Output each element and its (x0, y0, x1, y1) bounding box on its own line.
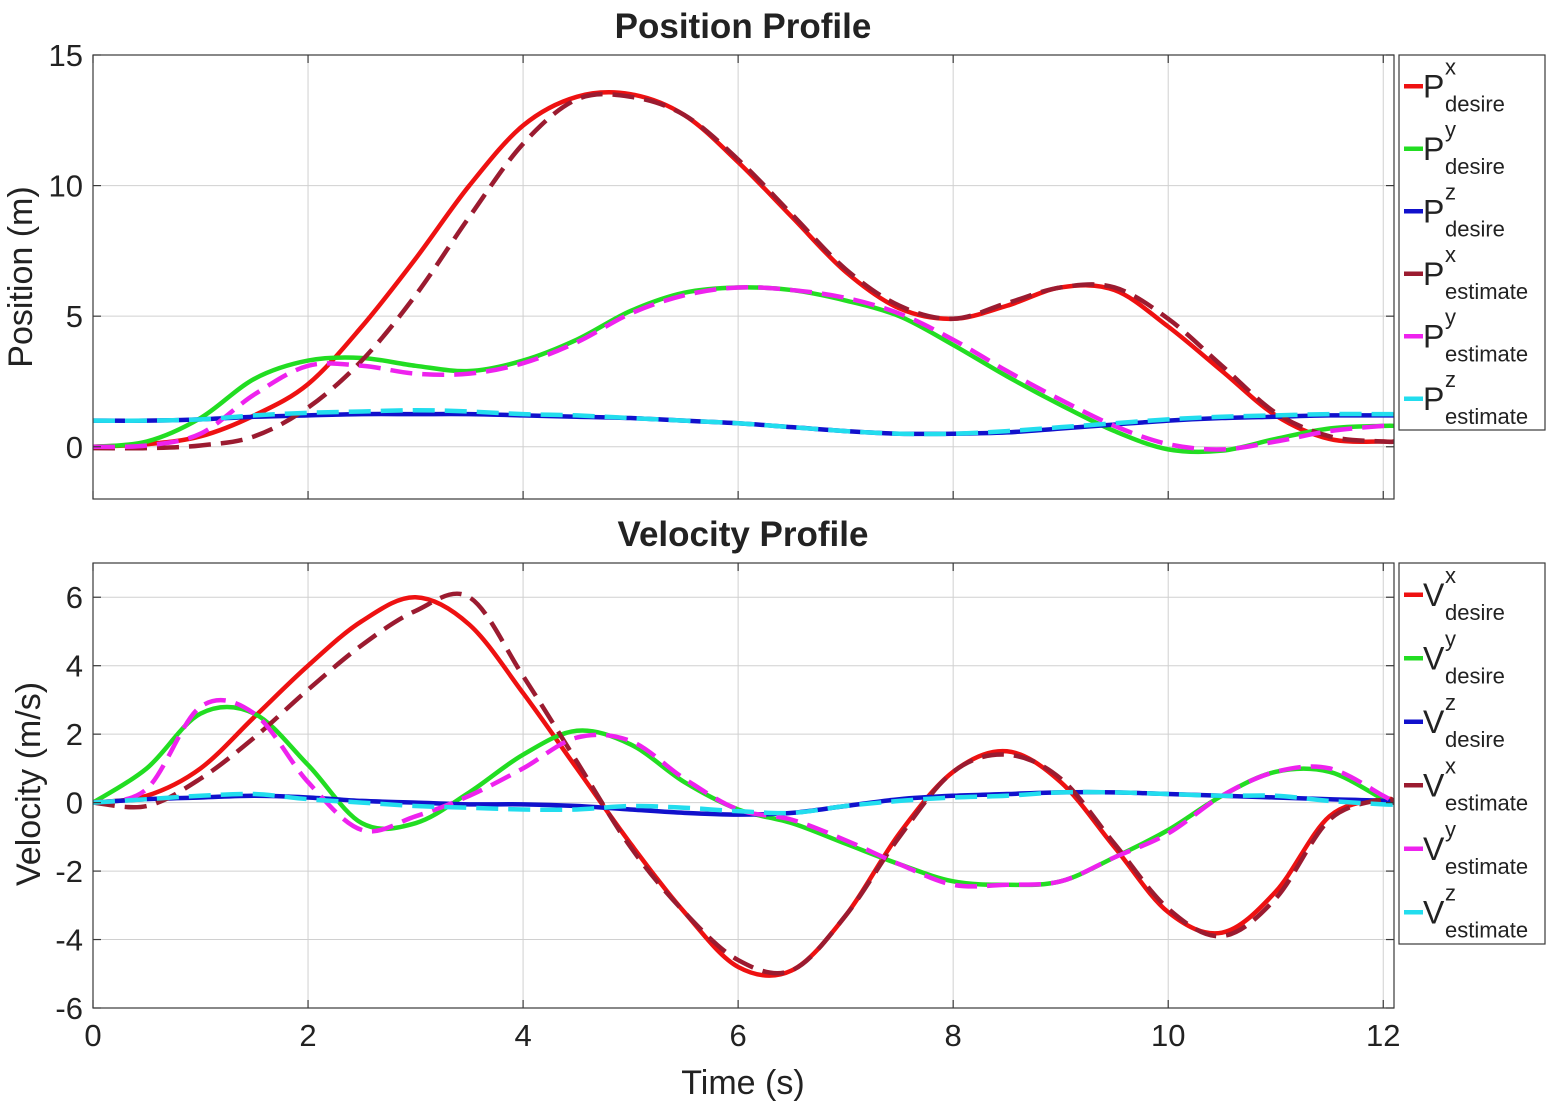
velocity-legend-sup: z (1445, 880, 1456, 905)
position-ytick-label: 5 (66, 299, 83, 334)
position-legend-label: P (1423, 256, 1444, 292)
position-legend-label: P (1423, 381, 1444, 417)
position-title: Position Profile (615, 7, 872, 46)
position-legend-label: P (1423, 193, 1444, 229)
position-legend-sub: estimate (1445, 341, 1528, 366)
velocity-ytick-label: 0 (66, 786, 83, 821)
position-legend-sub: estimate (1445, 279, 1528, 304)
velocity-ytick-label: 6 (66, 580, 83, 615)
velocity-axes-frame (92, 562, 1395, 1009)
position-legend-label: P (1423, 131, 1444, 167)
position-line-x-estimate (93, 91, 1394, 451)
position-legend-sup: x (1445, 54, 1456, 79)
velocity-xtick-label: 4 (514, 1018, 531, 1053)
position-legend-sup: z (1445, 179, 1456, 204)
position-legend-sup: y (1445, 304, 1456, 329)
position-legend-sub: estimate (1445, 404, 1528, 429)
velocity-legend-sup: y (1445, 626, 1456, 651)
velocity-ytick-label: -4 (55, 923, 83, 958)
velocity-line-z-estimate (93, 789, 1394, 816)
position-line-y-estimate (93, 284, 1394, 452)
position-legend-sup: x (1445, 242, 1456, 267)
velocity-ytick-label: -2 (55, 854, 83, 889)
position-legend-sup: y (1445, 117, 1456, 142)
position-axes-frame (92, 54, 1395, 500)
velocity-xtick-label: 8 (945, 1018, 962, 1053)
position-line-z-estimate (93, 407, 1394, 437)
velocity-series-group (93, 591, 1394, 978)
position-series-group (93, 90, 1394, 455)
position-ytick-label: 0 (66, 430, 83, 465)
velocity-panel: Velocity Profile Velocity (m/s) Time (s)… (10, 515, 1546, 1102)
velocity-legend-sup: x (1445, 563, 1456, 588)
velocity-legend-label: V (1423, 577, 1445, 613)
velocity-line-x-estimate (93, 591, 1394, 976)
velocity-legend-sup: y (1445, 817, 1456, 842)
velocity-legend-sup: x (1445, 753, 1456, 778)
velocity-xtick-label: 6 (729, 1018, 746, 1053)
position-legend-sub: desire (1445, 154, 1505, 179)
position-ytick-label: 10 (49, 169, 83, 204)
velocity-ytick-label: -6 (55, 991, 83, 1026)
velocity-title: Velocity Profile (618, 515, 869, 554)
position-legend-sub: desire (1445, 216, 1505, 241)
position-legend-sub: desire (1445, 91, 1505, 116)
velocity-xtick-label: 10 (1151, 1018, 1185, 1053)
velocity-legend-sub: desire (1445, 600, 1505, 625)
position-legend-sup: z (1445, 367, 1456, 392)
velocity-legend-box (1398, 562, 1546, 945)
velocity-legend-sub: desire (1445, 727, 1505, 752)
velocity-ytick-label: 2 (66, 717, 83, 752)
velocity-line-y-estimate (93, 697, 1394, 889)
velocity-legend-sub: estimate (1445, 790, 1528, 815)
velocity-legend-label: V (1423, 894, 1445, 930)
position-ytick-label: 15 (49, 38, 83, 73)
velocity-legend-label: V (1423, 831, 1445, 867)
velocity-legend-label: V (1423, 704, 1445, 740)
velocity-legend-label: V (1423, 767, 1445, 803)
velocity-legend-sup: z (1445, 690, 1456, 715)
velocity-ylabel: Velocity (m/s) (10, 682, 48, 886)
velocity-xtick-label: 0 (84, 1018, 101, 1053)
velocity-legend-sub: desire (1445, 663, 1505, 688)
velocity-legend-label: V (1423, 640, 1445, 676)
position-legend-label: P (1423, 318, 1444, 354)
velocity-legend: VxdesireVydesireVzdesireVxestimateVyesti… (1398, 562, 1546, 945)
velocity-xtick-label: 12 (1366, 1018, 1400, 1053)
velocity-xtick-label: 2 (299, 1018, 316, 1053)
position-legend: PxdesirePydesirePzdesirePxestimatePyesti… (1398, 54, 1546, 431)
position-ylabel: Position (m) (2, 186, 40, 367)
position-panel: Position Profile Position (m) 051015Pxde… (2, 7, 1546, 500)
position-legend-box (1398, 54, 1546, 431)
position-legend-label: P (1423, 68, 1444, 104)
velocity-legend-sub: estimate (1445, 917, 1528, 942)
velocity-ytick-label: 4 (66, 649, 83, 684)
velocity-legend-sub: estimate (1445, 854, 1528, 879)
velocity-xlabel: Time (s) (681, 1064, 804, 1102)
